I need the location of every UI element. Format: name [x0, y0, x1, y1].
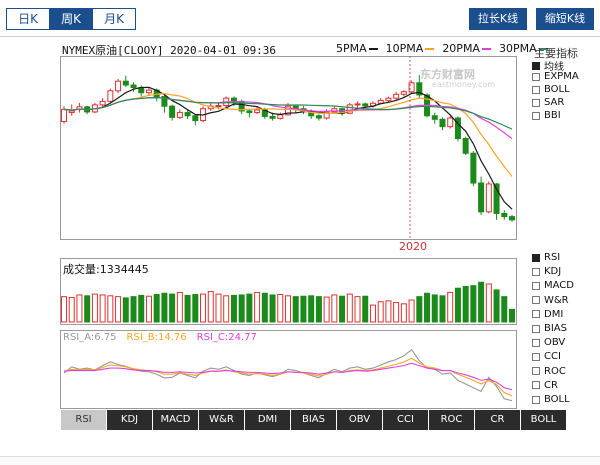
period-tab-group: 日K 周K 月K	[6, 8, 136, 30]
checkbox-icon	[532, 111, 540, 120]
rsi-legend-label: RSI_A:6.75	[63, 332, 117, 343]
rsi-legend: RSI_A:6.75 RSI_B:14.76 RSI_C:24.77	[63, 332, 267, 343]
ma-legend-swatch	[538, 48, 548, 50]
indicator-tab-cr[interactable]: CR	[475, 410, 520, 430]
rsi-legend-label: RSI_C:24.77	[196, 332, 257, 343]
sub-indicator-label: RSI	[544, 252, 561, 263]
checkbox-icon	[532, 281, 540, 290]
sub-indicator-obv[interactable]: OBV	[532, 337, 565, 348]
checkbox-icon	[532, 296, 540, 305]
sub-indicator-label: CR	[544, 379, 558, 391]
stretch-kline-button[interactable]: 拉长K线	[469, 8, 527, 30]
sub-indicator-label: CCI	[544, 351, 561, 363]
indicator-tab-bias[interactable]: BIAS	[291, 410, 336, 430]
ma-legend-swatch	[425, 48, 435, 50]
main-indicator-均线[interactable]: 均线	[532, 58, 564, 73]
sub-indicator-wr[interactable]: W&R	[532, 295, 569, 306]
sub-indicator-label: MACD	[544, 280, 574, 292]
indicator-tab-kdj[interactable]: KDJ	[107, 410, 152, 430]
watermark-url: eastmoney.com	[432, 80, 496, 89]
ma-legend-swatch	[481, 48, 491, 50]
sub-indicator-cci[interactable]: CCI	[532, 351, 561, 362]
shrink-kline-button[interactable]: 缩短K线	[536, 8, 594, 30]
sub-indicator-kdj[interactable]: KDJ	[532, 266, 561, 277]
checkbox-icon	[532, 352, 540, 361]
sub-indicator-dmi[interactable]: DMI	[532, 309, 563, 320]
indicator-tab-macd[interactable]: MACD	[153, 410, 198, 430]
sub-indicator-label: ROC	[544, 365, 566, 377]
ma-legend-label: 5PMA	[336, 42, 367, 55]
sub-indicator-boll[interactable]: BOLL	[532, 394, 570, 405]
checkbox-icon	[532, 267, 540, 276]
year-marker: 2020	[399, 240, 427, 253]
main-indicator-boll[interactable]: BOLL	[532, 84, 570, 95]
main-indicator-label: SAR	[544, 97, 565, 108]
checkbox-icon	[532, 381, 540, 390]
main-indicator-label: 均线	[544, 62, 564, 73]
checkbox-icon	[532, 98, 540, 107]
tab-day-k[interactable]: 日K	[6, 8, 50, 30]
indicator-tab-boll[interactable]: BOLL	[521, 410, 566, 430]
indicator-tab-cci[interactable]: CCI	[383, 410, 428, 430]
main-indicator-sar[interactable]: SAR	[532, 97, 564, 108]
sub-indicator-label: BOLL	[544, 394, 570, 405]
chart-title: NYMEX原油[CLOOY] 2020-04-01 09:36	[62, 44, 277, 57]
main-indicator-label: BOLL	[544, 84, 570, 95]
sub-indicator-label: OBV	[544, 337, 566, 349]
ma-legend-label: 10PMA	[385, 42, 424, 55]
indicator-tab-bar: RSI KDJ MACD W&R DMI BIAS OBV CCI ROC CR BOLL	[61, 410, 567, 430]
sub-indicator-bias[interactable]: BIAS	[532, 323, 567, 334]
main-indicator-label: EXPMA	[544, 71, 579, 82]
tab-week-k[interactable]: 周K	[49, 8, 93, 30]
sub-indicator-rsi[interactable]: RSI	[532, 252, 560, 263]
checkbox-icon	[532, 72, 540, 81]
footer-bar	[0, 456, 600, 465]
ma-legend-swatch	[368, 48, 378, 50]
sub-indicator-label: KDJ	[544, 266, 562, 278]
main-indicator-expma[interactable]: EXPMA	[532, 71, 579, 82]
sub-indicator-label: BIAS	[544, 323, 567, 334]
main-indicator-title: 主要指标	[534, 47, 578, 60]
sub-indicator-macd[interactable]: MACD	[532, 280, 574, 291]
indicator-tab-rsi[interactable]: RSI	[61, 410, 106, 430]
sub-indicator-label: W&R	[544, 294, 569, 306]
checkbox-icon	[532, 367, 540, 376]
indicator-tab-wr[interactable]: W&R	[199, 410, 244, 430]
rsi-legend-label: RSI_B:14.76	[126, 332, 187, 343]
checkbox-icon	[532, 310, 540, 319]
checkbox-icon	[532, 85, 540, 94]
volume-label: 成交量:1334445	[63, 263, 149, 276]
toolbar-divider	[0, 36, 600, 37]
checkbox-icon	[532, 253, 540, 262]
ma-legend-label: 30PMA	[498, 42, 537, 55]
tab-month-k[interactable]: 月K	[92, 8, 136, 30]
ma-legend: 5PMA 10PMA 20PMA 30PMA	[328, 42, 548, 55]
checkbox-icon	[532, 324, 540, 333]
main-indicator-label: BBI	[544, 110, 561, 121]
sub-indicator-label: DMI	[544, 308, 564, 320]
checkbox-icon	[532, 61, 540, 70]
indicator-tab-obv[interactable]: OBV	[337, 410, 382, 430]
checkbox-icon	[532, 338, 540, 347]
watermark-logo: 东方财富网	[420, 68, 475, 81]
ma-legend-label: 20PMA	[442, 42, 480, 55]
main-indicator-bbi[interactable]: BBI	[532, 110, 561, 121]
sub-indicator-roc[interactable]: ROC	[532, 366, 566, 377]
sub-indicator-cr[interactable]: CR	[532, 380, 558, 391]
indicator-tab-dmi[interactable]: DMI	[245, 410, 290, 430]
indicator-tab-roc[interactable]: ROC	[429, 410, 474, 430]
checkbox-icon	[532, 395, 540, 404]
